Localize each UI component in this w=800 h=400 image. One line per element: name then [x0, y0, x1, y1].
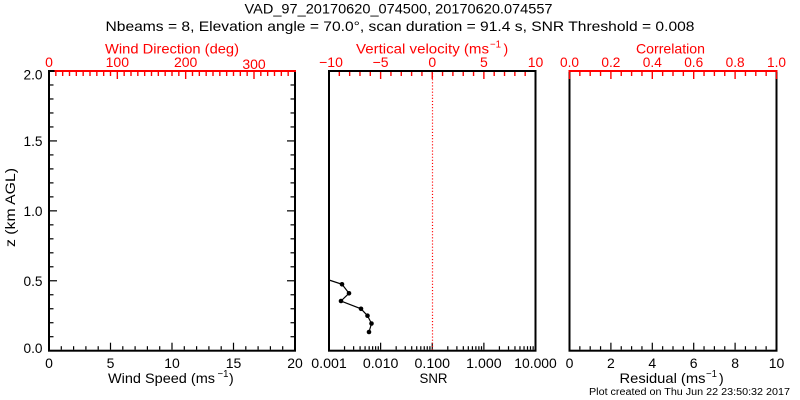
svg-text:15: 15 — [226, 355, 242, 371]
svg-text:): ) — [504, 41, 509, 57]
svg-text:): ) — [719, 370, 724, 386]
svg-text:−10: −10 — [319, 54, 343, 70]
svg-text:Wind Speed (ms: Wind Speed (ms — [108, 370, 215, 386]
svg-text:z (km AGL): z (km AGL) — [2, 168, 18, 247]
svg-text:1.000: 1.000 — [466, 355, 502, 371]
svg-text:0.8: 0.8 — [726, 54, 745, 70]
svg-text:): ) — [229, 370, 234, 386]
svg-text:4: 4 — [648, 355, 656, 371]
svg-text:300: 300 — [242, 56, 266, 72]
svg-text:Residual (ms: Residual (ms — [620, 370, 706, 386]
svg-text:Plot created on Thu Jun 22 23:: Plot created on Thu Jun 22 23:50:32 2017 — [589, 387, 790, 398]
svg-text:−1: −1 — [706, 369, 717, 380]
svg-text:0.100: 0.100 — [415, 355, 451, 371]
svg-text:SNR: SNR — [420, 370, 448, 386]
svg-text:Nbeams = 8, Elevation angle =: Nbeams = 8, Elevation angle = 70.0°, sca… — [106, 18, 695, 34]
svg-text:0.0: 0.0 — [24, 340, 43, 356]
svg-text:Wind Direction (deg): Wind Direction (deg) — [105, 41, 239, 57]
svg-text:100: 100 — [106, 54, 130, 70]
svg-text:−1: −1 — [490, 40, 501, 51]
svg-text:200: 200 — [174, 54, 198, 70]
svg-text:Correlation: Correlation — [636, 41, 705, 57]
svg-text:1.5: 1.5 — [24, 133, 43, 149]
svg-text:8: 8 — [731, 355, 739, 371]
svg-text:1.0: 1.0 — [767, 54, 786, 70]
svg-text:0: 0 — [45, 54, 53, 70]
svg-text:5: 5 — [480, 54, 488, 70]
svg-text:10: 10 — [164, 355, 180, 371]
svg-text:0.001: 0.001 — [311, 355, 347, 371]
svg-text:0: 0 — [428, 54, 436, 70]
svg-text:10.000: 10.000 — [514, 355, 557, 371]
svg-text:5: 5 — [107, 355, 115, 371]
svg-text:0.4: 0.4 — [643, 54, 662, 70]
svg-text:0.2: 0.2 — [601, 54, 620, 70]
svg-text:2: 2 — [607, 355, 615, 371]
svg-text:0.0: 0.0 — [560, 54, 579, 70]
svg-text:0: 0 — [45, 355, 53, 371]
svg-text:20: 20 — [287, 355, 303, 371]
svg-text:10: 10 — [528, 54, 544, 70]
svg-text:0.5: 0.5 — [24, 273, 43, 289]
svg-text:0.010: 0.010 — [363, 355, 399, 371]
svg-text:Vertical velocity (ms: Vertical velocity (ms — [356, 41, 489, 57]
svg-text:10: 10 — [769, 355, 785, 371]
svg-text:−5: −5 — [373, 54, 389, 70]
svg-text:−1: −1 — [218, 369, 229, 380]
svg-text:1.0: 1.0 — [24, 203, 43, 219]
svg-text:0.6: 0.6 — [684, 54, 703, 70]
svg-text:2.0: 2.0 — [24, 67, 43, 83]
svg-text:6: 6 — [690, 355, 698, 371]
svg-text:VAD_97_20170620_074500, 201706: VAD_97_20170620_074500, 20170620.074557 — [245, 1, 553, 17]
svg-text:0: 0 — [566, 355, 574, 371]
